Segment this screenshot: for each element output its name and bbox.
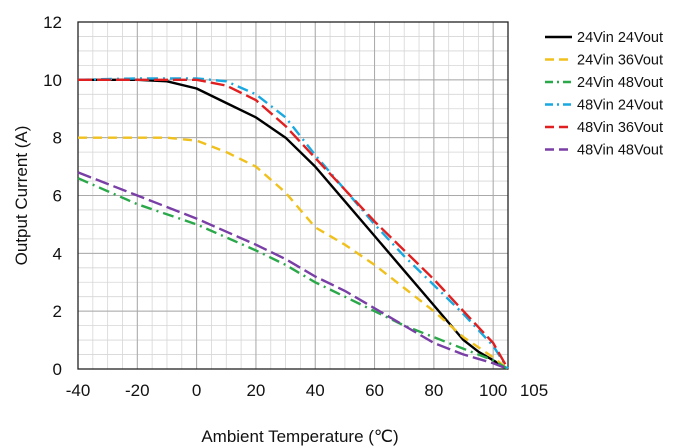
series-line-5	[78, 78, 510, 370]
legend-label-6: 48Vin 48Vout	[577, 143, 663, 159]
x-tick-label: -20	[125, 381, 150, 400]
series-line-6	[77, 171, 509, 371]
y-tick-label: 12	[43, 13, 62, 32]
x-tick-label: 0	[192, 381, 201, 400]
x-tick-label: 80	[424, 381, 443, 400]
legend-label-4: 48Vin 24Vout	[577, 98, 663, 114]
plot-frame	[77, 21, 509, 370]
y-tick-label: 4	[53, 244, 62, 263]
x-tick-label-end: 105	[520, 381, 548, 400]
x-axis-ticks: -40 -20 0 20 40 60 80 100	[66, 381, 508, 400]
series-layer	[77, 77, 510, 371]
x-tick-label: 40	[306, 381, 325, 400]
legend-label-2: 24Vin 36Vout	[577, 53, 663, 69]
x-axis-label: Ambient Temperature (℃)	[201, 427, 398, 446]
legend: 24Vin 24Vout 24Vin 36Vout 24Vin 48Vout 48Vi…	[545, 30, 663, 159]
series-line-2	[78, 136, 509, 370]
series-line-1	[78, 78, 509, 371]
y-tick-label: 8	[53, 129, 62, 148]
y-tick-label: 2	[53, 302, 62, 321]
series-line-3	[77, 177, 509, 371]
x-tick-label: 60	[365, 381, 384, 400]
y-axis-ticks: 0 2 4 6 8 10 12	[43, 13, 62, 379]
y-axis-label: Output Current (A)	[12, 126, 31, 266]
x-tick-label: -40	[66, 381, 91, 400]
legend-label-3: 24Vin 48Vout	[577, 75, 663, 91]
legend-label-1: 24Vin 24Vout	[577, 30, 663, 46]
x-tick-label: 100	[479, 381, 507, 400]
y-tick-label: 6	[53, 187, 62, 206]
series-line-4	[77, 77, 510, 370]
x-tick-label: 20	[246, 381, 265, 400]
y-tick-label: 10	[43, 71, 62, 90]
y-tick-label: 0	[53, 360, 62, 379]
legend-label-5: 48Vin 36Vout	[577, 120, 663, 136]
